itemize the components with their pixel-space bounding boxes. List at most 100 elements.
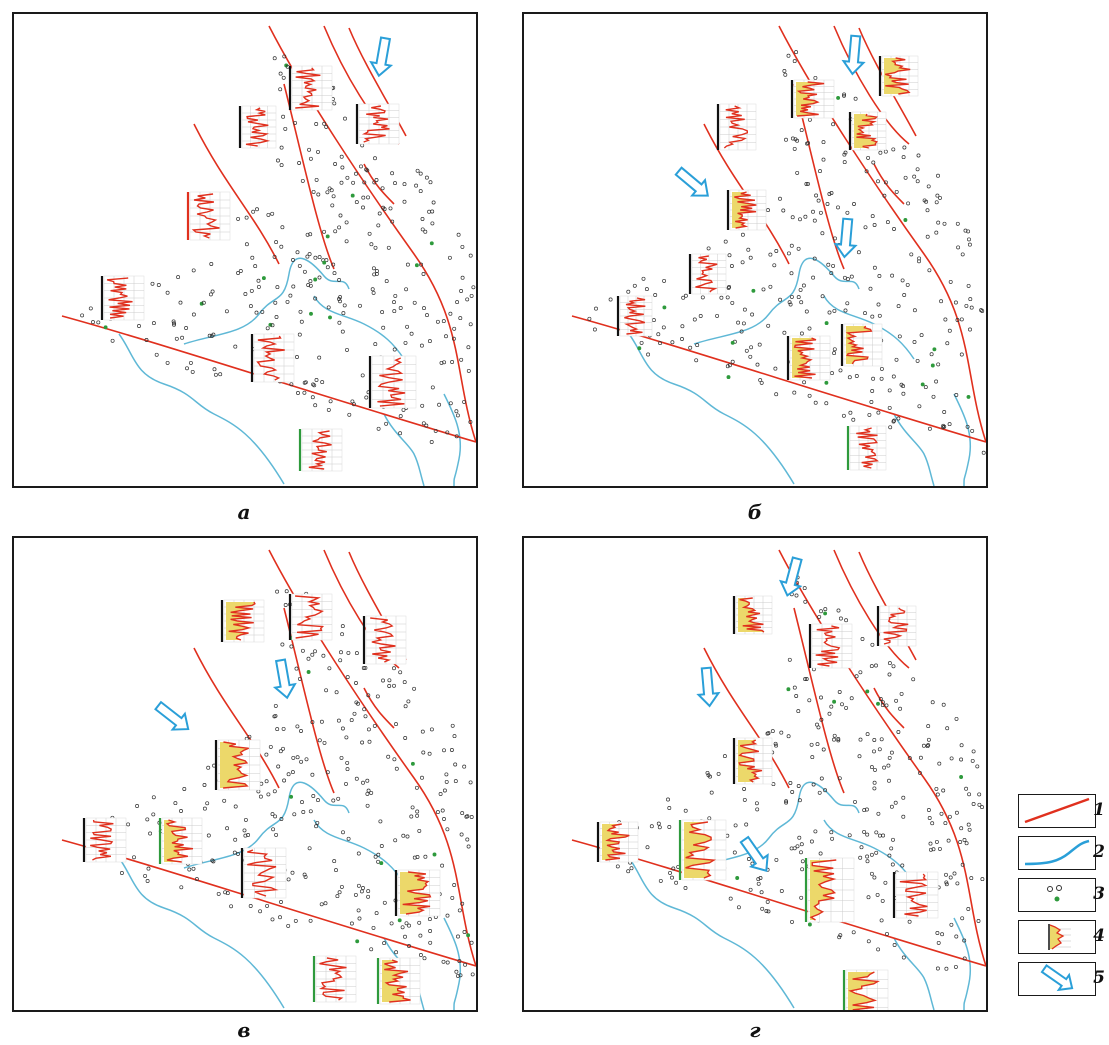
log-curve (361, 105, 390, 143)
well (119, 871, 124, 875)
log-plot (376, 957, 421, 1005)
well (864, 807, 869, 812)
well (308, 918, 313, 923)
well (327, 186, 332, 191)
well (270, 917, 275, 922)
fault-line (833, 25, 910, 145)
well (758, 378, 763, 383)
producing-well (313, 277, 318, 282)
well (877, 747, 882, 752)
legend-label-1: 1 (1093, 800, 1105, 820)
well (795, 170, 800, 175)
well (872, 738, 877, 742)
well (733, 823, 738, 828)
well (789, 846, 794, 851)
well (273, 814, 278, 819)
well (799, 895, 804, 900)
well (279, 900, 283, 904)
well (941, 423, 946, 428)
well (302, 269, 307, 274)
well (899, 382, 904, 387)
well (935, 792, 940, 797)
well (182, 787, 187, 791)
well (266, 792, 271, 797)
well (870, 642, 875, 647)
well (264, 779, 269, 784)
well (790, 136, 795, 141)
well (469, 940, 474, 945)
well (343, 116, 347, 121)
well (727, 285, 732, 289)
well (632, 283, 637, 288)
log-curve (256, 335, 285, 381)
well (803, 214, 808, 219)
well (412, 855, 417, 860)
producing-well (824, 321, 829, 326)
well (853, 799, 857, 804)
well (427, 751, 432, 756)
well (748, 255, 753, 260)
well (926, 808, 931, 812)
well (883, 149, 888, 154)
well (286, 772, 291, 777)
well (772, 263, 777, 268)
well (286, 923, 291, 928)
well (401, 833, 406, 838)
well (742, 797, 747, 802)
well (427, 917, 432, 922)
well (365, 778, 370, 783)
well (279, 145, 284, 150)
well (465, 297, 470, 302)
well (236, 851, 240, 856)
well (298, 309, 303, 314)
well (373, 156, 377, 161)
well (818, 851, 823, 856)
well (862, 829, 867, 834)
well (345, 767, 350, 772)
well (233, 837, 238, 842)
well (872, 786, 877, 791)
well (893, 800, 898, 805)
well (210, 289, 215, 294)
well (792, 59, 797, 64)
well (819, 609, 823, 614)
well (934, 839, 939, 844)
well (798, 287, 803, 292)
well (345, 675, 350, 680)
producing-well (876, 701, 880, 706)
well (208, 292, 213, 297)
well (870, 214, 875, 219)
well (278, 915, 282, 920)
well (774, 392, 779, 397)
well (742, 307, 747, 312)
producing-well (410, 761, 415, 766)
well (415, 168, 420, 173)
well (466, 844, 471, 849)
well (299, 319, 304, 324)
well (260, 309, 265, 314)
well (888, 425, 893, 430)
well (872, 223, 877, 227)
well (876, 811, 881, 816)
well (807, 117, 812, 122)
well (286, 877, 291, 882)
well (223, 890, 228, 895)
log-curve (685, 821, 717, 879)
well (900, 863, 905, 868)
well (290, 770, 295, 775)
well (804, 677, 809, 681)
well (832, 308, 837, 313)
well (88, 306, 93, 311)
well (376, 852, 381, 857)
well (326, 305, 331, 310)
well (377, 211, 382, 216)
well (466, 368, 471, 373)
well (445, 827, 450, 832)
well (339, 650, 343, 655)
well (392, 309, 397, 314)
producing-well (322, 260, 327, 265)
well (417, 920, 422, 925)
well (792, 146, 797, 151)
well (948, 279, 953, 284)
log-plot (842, 969, 889, 1010)
